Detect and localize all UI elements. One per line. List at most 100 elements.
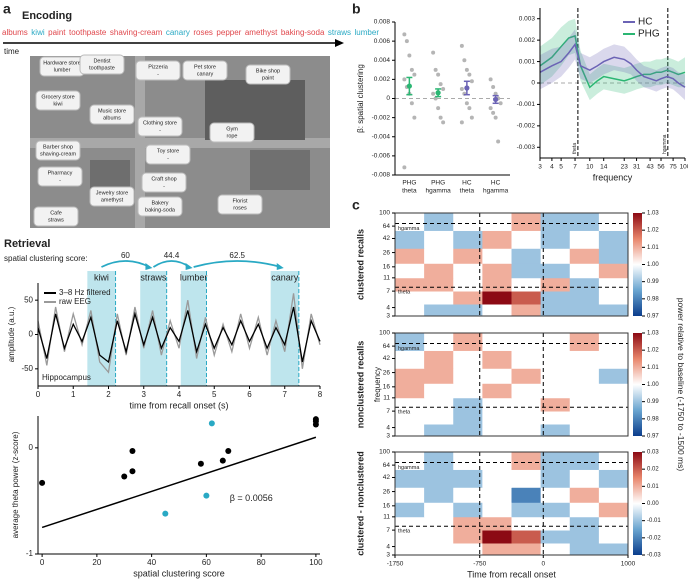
subject-point xyxy=(441,86,446,91)
heat-cell xyxy=(482,368,512,384)
heat-cell xyxy=(482,383,512,399)
heat-cell xyxy=(511,397,542,412)
y-tick-label: 42 xyxy=(383,235,391,242)
x-tick-label: 3 xyxy=(142,390,147,399)
subject-point xyxy=(464,67,469,72)
y-tick-label: -0.001 xyxy=(517,101,536,108)
heat-cell xyxy=(569,452,600,470)
colorbar-tick-label: -0.01 xyxy=(647,518,661,524)
y-axis-label: β: spatial clustering xyxy=(356,64,365,133)
word: canary xyxy=(166,28,190,37)
subject-point xyxy=(436,106,441,111)
heat-cell xyxy=(540,487,571,503)
heat-cell xyxy=(482,487,512,503)
x-axis-label: Time from recall onset xyxy=(467,569,556,579)
x-axis-label: spatial clustering score xyxy=(133,568,225,578)
y-tick-label: 42 xyxy=(383,474,391,481)
x-tick-label: 43 xyxy=(646,164,654,171)
x-tick-label: 10 xyxy=(586,164,594,171)
series-line xyxy=(37,306,321,364)
x-tick-label: 56 xyxy=(657,164,665,171)
y-tick-label: 100 xyxy=(379,210,390,217)
y-tick-label: 4 xyxy=(386,424,390,431)
heat-cell xyxy=(569,333,600,351)
y-tick-label: 0.008 xyxy=(374,19,391,26)
h-line-label: hgamma xyxy=(398,465,420,471)
heat-cell xyxy=(453,230,483,249)
heat-cell xyxy=(598,277,629,292)
heat-cell xyxy=(395,304,425,317)
heat-cell xyxy=(540,263,571,279)
annotation: Hippocampus xyxy=(42,373,91,382)
word: roses xyxy=(193,28,213,37)
heat-cell xyxy=(598,452,629,470)
subject-point xyxy=(412,115,417,120)
heat-cell xyxy=(453,263,483,279)
store-name: Hardware store xyxy=(43,60,81,66)
heat-cell xyxy=(569,424,600,437)
heat-cell xyxy=(540,304,571,317)
y-tick-label: 100 xyxy=(379,330,390,337)
subject-point xyxy=(493,91,498,96)
heat-cell xyxy=(569,411,600,425)
heat-cell xyxy=(598,230,629,249)
heat-cell xyxy=(511,291,542,305)
time-label: time xyxy=(4,47,20,56)
heat-cell xyxy=(395,469,425,488)
store-name: Pharmacy xyxy=(48,170,73,176)
heat-cell xyxy=(511,411,542,425)
heat-cell xyxy=(482,263,512,279)
colorbar-tick-label: 0.99 xyxy=(647,399,659,405)
y-tick-label: 7 xyxy=(386,527,390,534)
heat-cell xyxy=(511,543,542,556)
subject-point xyxy=(433,96,438,101)
heat-cell xyxy=(598,487,629,503)
heat-cell xyxy=(569,230,600,249)
store-name: Cafe xyxy=(50,210,62,216)
heat-cell xyxy=(482,350,512,369)
heat-cell xyxy=(424,502,454,518)
heat-cell xyxy=(511,424,542,437)
store-box xyxy=(89,104,135,125)
subject-point xyxy=(407,53,412,58)
x-axis-label: frequency xyxy=(593,172,633,182)
x-tick-label: -750 xyxy=(473,561,486,568)
legend-label: raw EEG xyxy=(59,297,91,306)
x-tick-label: 6 xyxy=(247,390,252,399)
x-tick-label: PHG xyxy=(431,180,445,187)
h-line-label: theta xyxy=(398,290,411,296)
point xyxy=(225,448,232,455)
store-name: Bike shop xyxy=(256,68,280,74)
heat-cell xyxy=(482,424,512,437)
store-name: Florist xyxy=(233,198,248,204)
recall-label: kiwi xyxy=(94,272,109,282)
heat-cell xyxy=(424,248,454,264)
heat-cell xyxy=(540,291,571,305)
heat-cell xyxy=(453,248,483,264)
y-tick-label: 26 xyxy=(383,369,391,376)
heat-cell xyxy=(540,333,571,351)
store-name: Jewelry store xyxy=(96,190,128,196)
y-tick-label: -0.003 xyxy=(517,144,536,151)
colorbar-tick-label: 1.03 xyxy=(647,211,659,217)
heat-cell xyxy=(540,230,571,249)
heat-cell xyxy=(540,368,571,384)
subject-point xyxy=(438,82,443,87)
x-tick-label: 0 xyxy=(40,558,45,567)
h-line-label: theta xyxy=(398,529,411,535)
heat-cell xyxy=(395,543,425,556)
heat-cell xyxy=(598,411,629,425)
y-tick-label: 16 xyxy=(383,384,391,391)
store-name: Barber shop xyxy=(43,144,73,150)
score-label: spatial clustering score: xyxy=(4,254,88,263)
subject-point xyxy=(433,67,438,72)
y-axis-label: frequency xyxy=(373,367,382,402)
heat-cell xyxy=(453,333,483,351)
heat-cell xyxy=(395,502,425,518)
heat-cell xyxy=(453,424,483,437)
heat-cell xyxy=(395,213,425,231)
y-tick-label: 4 xyxy=(386,543,390,550)
subject-point xyxy=(496,139,501,144)
colorbar-tick-label: 0.97 xyxy=(647,434,659,440)
heat-cell xyxy=(453,543,483,556)
